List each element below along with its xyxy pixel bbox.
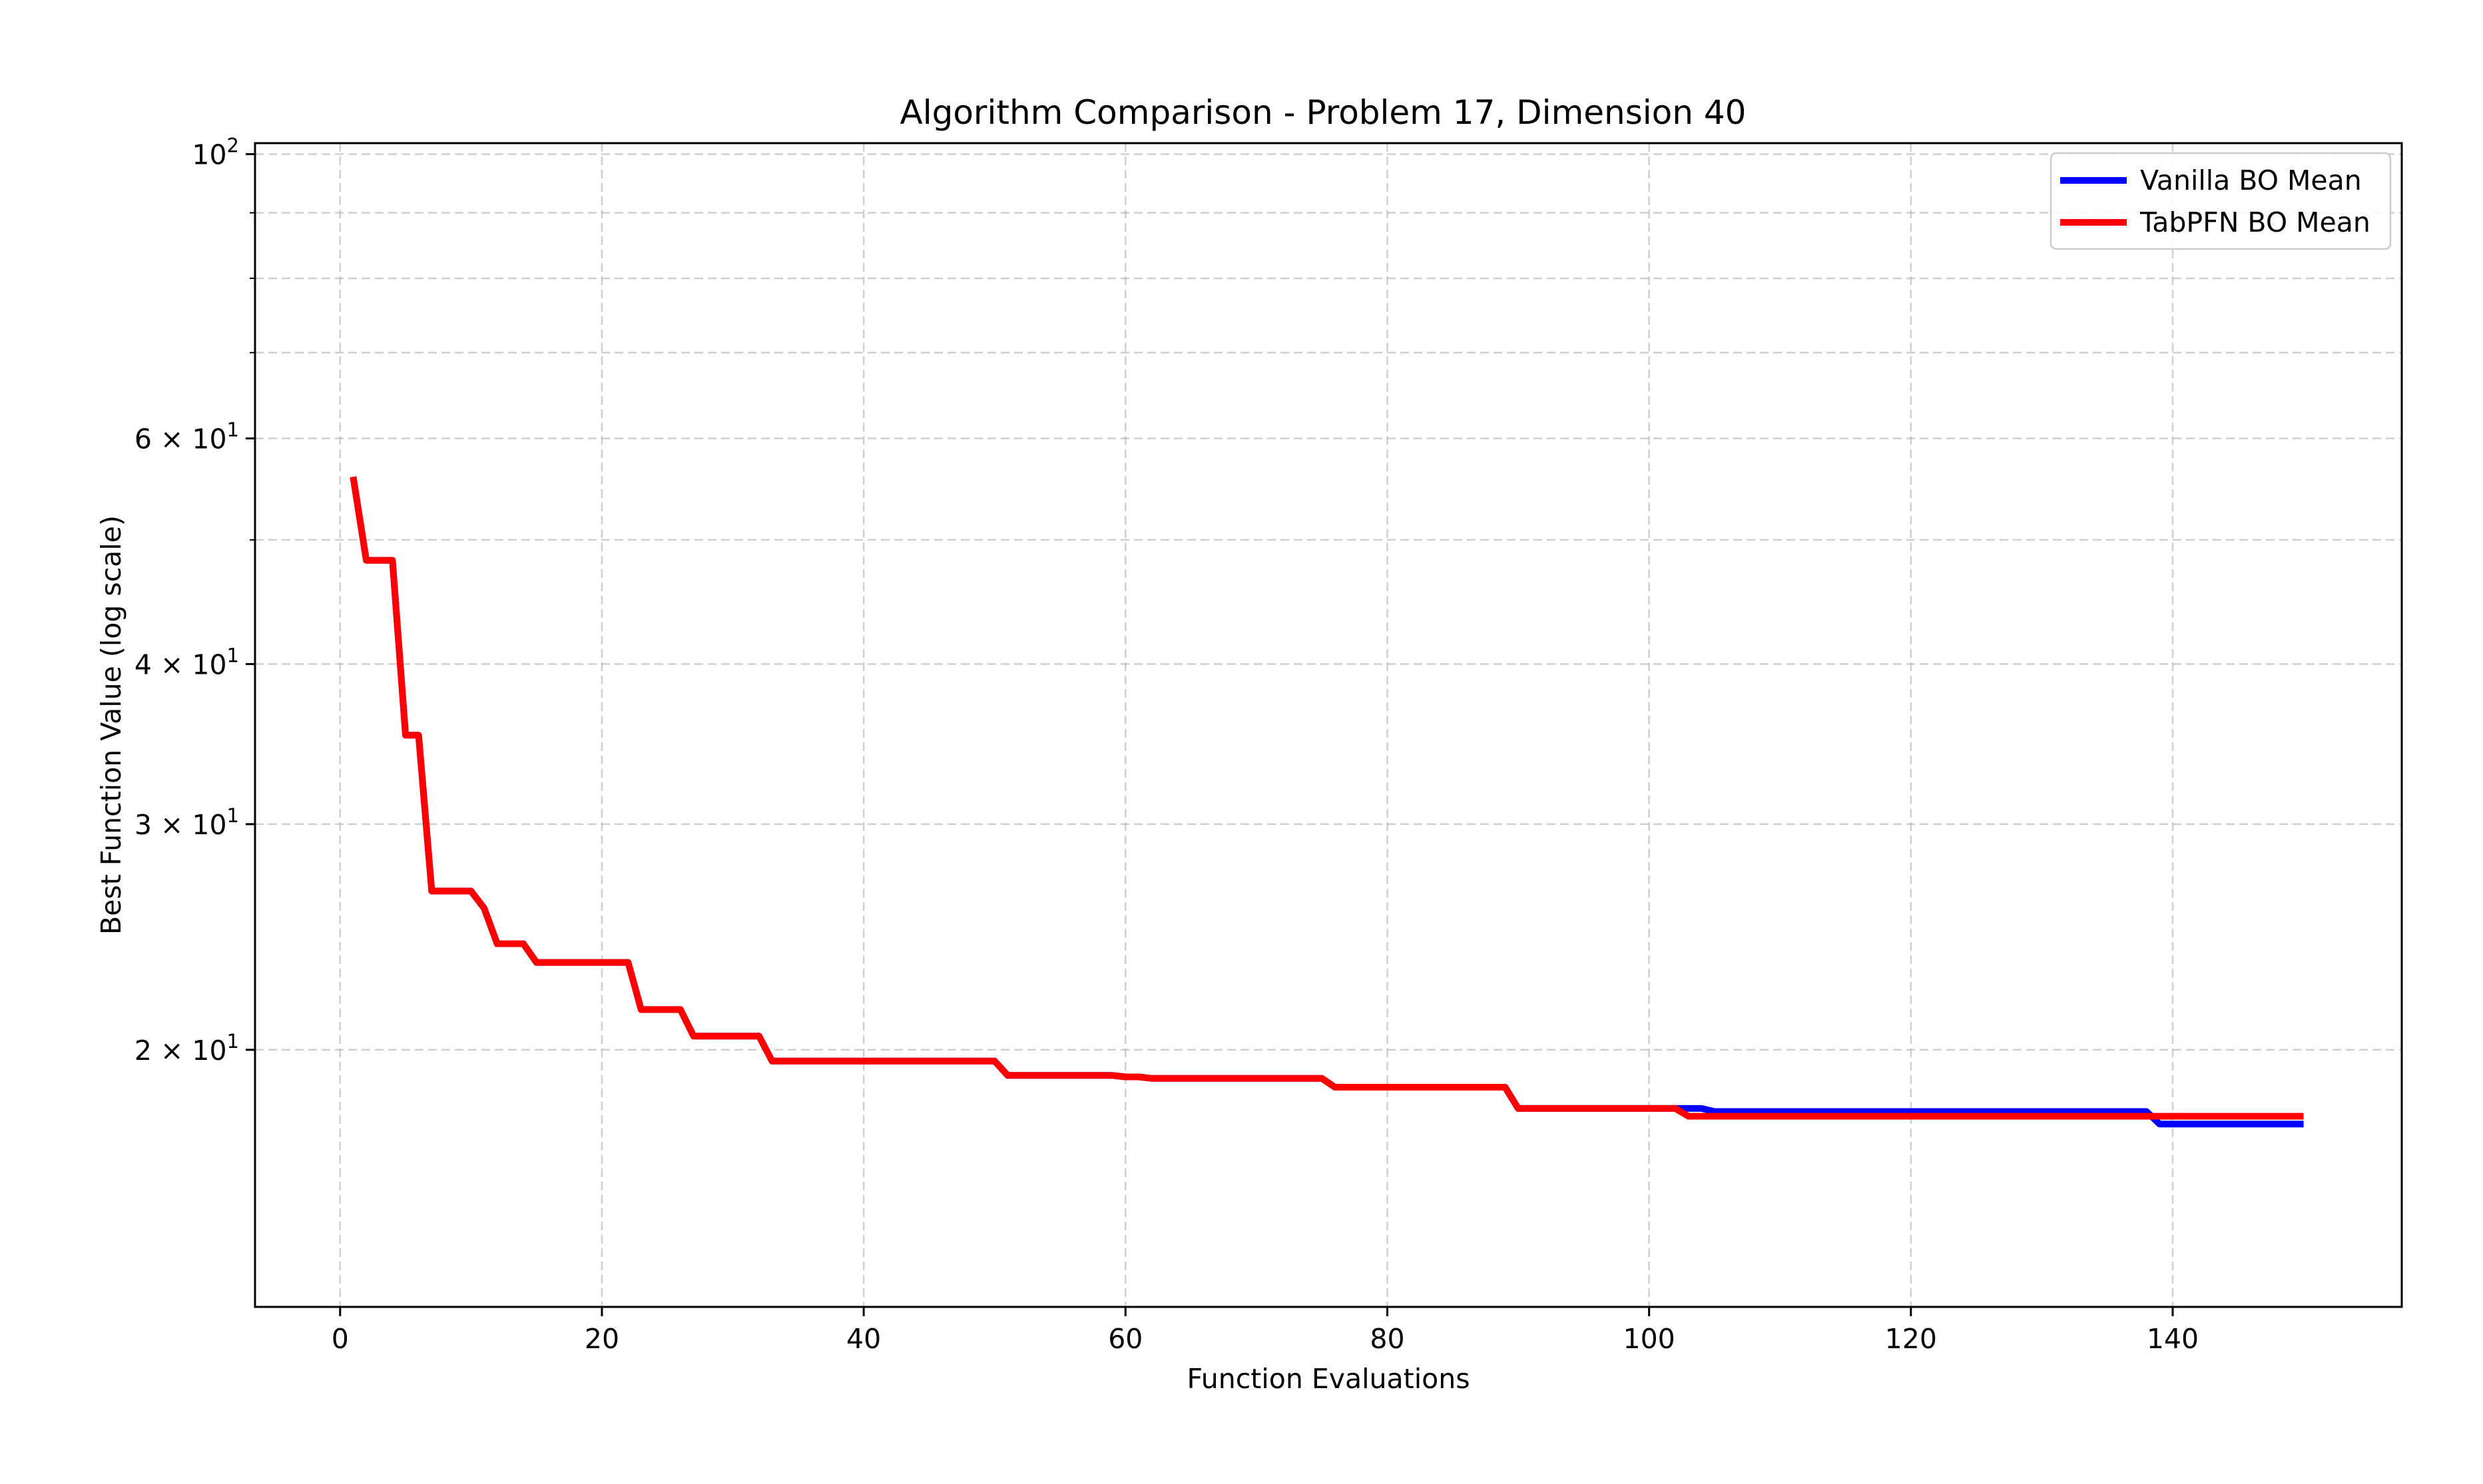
x-axis-label: Function Evaluations	[1187, 1363, 1470, 1395]
y-tick-label: 4 × 101	[135, 644, 239, 680]
legend-label-vanilla: Vanilla BO Mean	[2140, 164, 2362, 196]
legend: Vanilla BO Mean TabPFN BO Mean	[2050, 152, 2392, 250]
y-tick-label: 3 × 101	[135, 804, 239, 841]
y-tick-label: 102	[192, 134, 239, 171]
chart-title: Algorithm Comparison - Problem 17, Dimen…	[900, 93, 1747, 132]
y-tick-label: 2 × 101	[135, 1030, 239, 1067]
plot-area-frame	[254, 142, 2403, 1308]
x-tick-label: 60	[1108, 1323, 1143, 1355]
series-line-tabpfn-bo-mean	[350, 476, 2304, 1120]
x-tick-label: 140	[2147, 1323, 2199, 1355]
x-tick-label: 20	[585, 1323, 619, 1355]
series-lines	[350, 476, 2304, 1128]
y-axis-label: Best Function Value (log scale)	[95, 515, 127, 935]
x-tick-label: 80	[1370, 1323, 1404, 1355]
x-tick-label: 0	[332, 1323, 349, 1355]
legend-box	[2050, 152, 2392, 250]
x-tick-label: 120	[1885, 1323, 1937, 1355]
y-tick-label: 6 × 101	[135, 419, 239, 455]
y-axis: 102 6 × 101 4 × 101 3 × 101 2 × 101	[135, 134, 255, 1067]
x-tick-label: 100	[1623, 1323, 1675, 1355]
x-axis: 0 20 40 60 80 100 120 140	[332, 1307, 2199, 1355]
grid	[255, 143, 2402, 1307]
legend-label-tabpfn: TabPFN BO Mean	[2139, 206, 2370, 238]
x-tick-label: 40	[846, 1323, 881, 1355]
